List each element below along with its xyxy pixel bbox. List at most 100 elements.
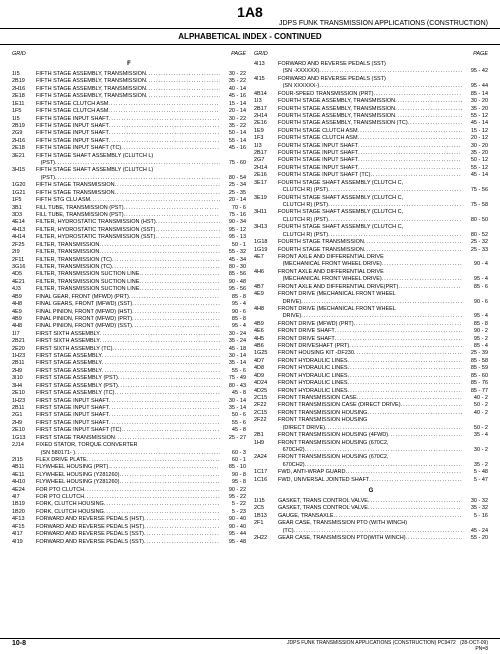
page-number-top: 1A8: [0, 0, 500, 20]
index-entry: 1G18FOURTH STAGE TRANSMISSION25 - 32: [254, 239, 488, 246]
index-entry: (SN XXXXXX-)95 - 44: [254, 83, 488, 90]
index-entry: CLUTCH R) (PST)80 - 50: [254, 217, 488, 224]
index-entry: 2B21FIRST SIXTH ASSEMBLY35 - 24: [12, 338, 246, 345]
index-entry: 670CH2)35 - 2: [254, 462, 488, 469]
index-entry: 4D7FRONT HYDRAULIC LINES85 - 58: [254, 358, 488, 365]
index-entry: 4B7FRONT AXLE AND DIFFERENTIAL DRIVE(PRT…: [254, 284, 488, 291]
index-entry: 3B1FILL TUBE, TRANSMISSION (PST)70 - 6: [12, 205, 246, 212]
index-entry: 2G9FIFTH STAGE INPUT SHAFT50 - 14: [12, 130, 246, 137]
index-entry: 4D24FRONT HYDRAULIC LINES85 - 76: [254, 380, 488, 387]
index-entry: 2H14FOURTH STAGE ASSEMBLY, TRANSMISSION5…: [254, 113, 488, 120]
index-entry: CLUTCH R) (PST)80 - 52: [254, 232, 488, 239]
index-entry: DRIVE)95 - 4: [254, 313, 488, 320]
index-entry: 4I13FORWARD AND REVERSE PEDALS (SST): [254, 61, 488, 68]
index-entry: 4H10FLYWHEEL HOUSING (Y281260)95 - 8: [12, 479, 246, 486]
col-head-left: GRID PAGE: [12, 51, 246, 57]
index-entry: (MECHANICAL FRONT WHEEL DRIVE)90 - 4: [254, 261, 488, 268]
index-entry: 2C5GASKET, TRANS CONTROL VALVE35 - 32: [254, 505, 488, 512]
index-entry: 1I5FIFTH STAGE ASSEMBLY, TRANSMISSION30 …: [12, 71, 246, 78]
index-entry: 4I7FOR PTO CLUTCH95 - 22: [12, 494, 246, 501]
index-entry: 4B14FOUR-SPEED TRANSMISSION (PRT)85 - 14: [254, 91, 488, 98]
index-entry: 4D9FRONT HYDRAULIC LINES85 - 60: [254, 373, 488, 380]
index-entry: 2B19FIFTH STAGE INPUT SHAFT35 - 22: [12, 123, 246, 130]
index-entry: 4E7FRONT AXLE AND DIFFERENTIAL DRIVE: [254, 254, 488, 261]
index-entry: (SN 580171- )60 - 3: [12, 450, 246, 457]
index-entry: 4I17FORWARD AND REVERSE PEDALS (SST)95 -…: [12, 531, 246, 538]
index-entry: (DIRECT DRIVE)50 - 2: [254, 425, 488, 432]
footer-info: JDPS FUNK TRANSMISSION APPLICATIONS (CON…: [287, 640, 488, 652]
index-entry: 1F3FOURTH STAGE CLUTCH ASM20 - 12: [254, 135, 488, 142]
index-entry: 4E9FRONT DRIVE (MECHANICAL FRONT WHEEL: [254, 291, 488, 298]
index-entry: 3E19FOURTH STAGE SHAFT ASSEMBLY (CLUTCH …: [254, 195, 488, 202]
index-entry: 3H13FOURTH STAGE SHAFT ASSEMBLY (CLUTCH …: [254, 224, 488, 231]
index-entry: 4F15FORWARD AND REVERSE PEDALS (HST)90 -…: [12, 524, 246, 531]
index-entry: 4B9FINAL PINION, FRONT (MFWD) (PRT)85 - …: [12, 316, 246, 323]
index-entry: 2I15FLEX DRIVE PLATE60 - 1: [12, 457, 246, 464]
index-entry: 1B19FORK, CLUTCH HOUSING5 - 22: [12, 501, 246, 508]
left-column: GRID PAGE F 1I5FIFTH STAGE ASSEMBLY, TRA…: [12, 51, 246, 546]
index-entry: 2H14FOURTH STAGE INPUT SHAFT55 - 12: [254, 165, 488, 172]
index-entry: 2E20FIRST SIXTH ASSEMBLY (TC)45 - 18: [12, 346, 246, 353]
index-entry: 3E17FOURTH STAGE SHAFT ASSEMBLY (CLUTCH …: [254, 180, 488, 187]
index-entry: 4B11FLYWHEEL HOUSING (PRT)85 - 10: [12, 464, 246, 471]
index-entry: 1B20FORK, CLUTCH HOUSING5 - 23: [12, 509, 246, 516]
index-entry: 4H8FINAL PINION, FRONT (MFWD) (SST)95 - …: [12, 323, 246, 330]
index-entry: 1H23FIRST STAGE ASSEMBLY30 - 14: [12, 353, 246, 360]
index-entry: 2H9FIRST STAGE INPUT SHAFT55 - 6: [12, 420, 246, 427]
footer: 10-8 JDPS FUNK TRANSMISSION APPLICATIONS…: [0, 638, 500, 652]
index-entry: 4E6FRONT DRIVE SHAFT90 - 2: [254, 328, 488, 335]
index-entry: 2E16FOURTH STAGE ASSEMBLY, TRANSMISSION …: [254, 120, 488, 127]
index-entry: 2H22GEAR CASE, TRANSMISSION PTO(WITH WIN…: [254, 535, 488, 542]
index-entry: 4E14FILTER, HYDROSTATIC TRANSMISSION (HS…: [12, 219, 246, 226]
header-right: JDPS FUNK TRANSMISSION APPLICATIONS (CON…: [0, 20, 500, 29]
index-entry: 4H8FRONT DRIVE (MECHANICAL FRONT WHEEL: [254, 306, 488, 313]
index-entry: 2H9FIRST STAGE ASSEMBLY55 - 6: [12, 368, 246, 375]
index-entry: 4I15FORWARD AND REVERSE PEDALS (SST): [254, 76, 488, 83]
index-entry: 2H16FIFTH STAGE ASSEMBLY, TRANSMISSION40…: [12, 86, 246, 93]
index-entry: 2G1FIRST STAGE INPUT SHAFT50 - 6: [12, 412, 246, 419]
index-entry: 2J14FIXED STATOR, TORQUE CONVERTER: [12, 442, 246, 449]
index-entry: 4H13FILTER, HYDROSTATIC TRANSMISSION (SS…: [12, 227, 246, 234]
index-entry: 4J3FILTER, TRANSMISSION SUCTION LINE95 -…: [12, 286, 246, 293]
section-f: F: [12, 61, 246, 67]
index-entry: 4H6FRONT AXLE AND DIFFERENTIAL DRIVE: [254, 269, 488, 276]
index-entry: 4H5FRONT DRIVE SHAFT95 - 2: [254, 336, 488, 343]
index-entry: 4D5FILTER, TRANSMISSION SUCTION LINE85 -…: [12, 271, 246, 278]
index-entry: 4B9FINAL GEAR, FRONT (MFWD) (PRT)85 - 8: [12, 294, 246, 301]
index-entry: 4E21FILTER, TRANSMISSION SUCTION LINE90 …: [12, 279, 246, 286]
index-entry: 1I15GASKET, TRANS CONTROL VALVE30 - 32: [254, 498, 488, 505]
index-entry: 2C15FRONT TRANSMISSION CASE40 - 2: [254, 395, 488, 402]
right-column: GRID PAGE 4I13FORWARD AND REVERSE PEDALS…: [254, 51, 488, 546]
index-entry: 3E21FIFTH STAGE SHAFT ASSEMBLY (CLUTCH L…: [12, 153, 246, 160]
index-entry: 1F5FIFTH STAGE CLUTCH ASM20 - 14: [12, 108, 246, 115]
index-entry: 1I3FOURTH STAGE INPUT SHAFT30 - 20: [254, 143, 488, 150]
index-entry: 4E24FOR PTO CLUTCH90 - 22: [12, 487, 246, 494]
index-entry: 4D8FRONT HYDRAULIC LINES85 - 59: [254, 365, 488, 372]
index-entry: 4E9FINAL PINION, FRONT (MFWD) (HST)90 - …: [12, 309, 246, 316]
index-entry: 2B19FIFTH STAGE ASSEMBLY, TRANSMISSION35…: [12, 78, 246, 85]
index-entry: 2E10FIRST STAGE ASSEMBLY (TC)45 - 8: [12, 390, 246, 397]
index-entry: 1G21FIFTH STAGE TRANSMISSION25 - 35: [12, 190, 246, 197]
index-entry: 2H16FIFTH STAGE INPUT SHAFT55 - 14: [12, 138, 246, 145]
index-entry: 2C15FRONT TRANSMISSION HOUSING40 - 2: [254, 410, 488, 417]
index-entry: CLUTCH R) (PST)75 - 56: [254, 187, 488, 194]
index-entry: 670CH2)30 - 2: [254, 447, 488, 454]
index-entry: 1E11FIFTH STAGE CLUTCH ASM15 - 14: [12, 101, 246, 108]
index-entry: 1G13FIRST STAGE TRANSMISSION25 - 27: [12, 435, 246, 442]
subheader: ALPHABETICAL INDEX - CONTINUED: [0, 29, 500, 45]
index-entry: DRIVE)90 - 6: [254, 299, 488, 306]
col-head-right: GRID PAGE: [254, 51, 488, 57]
index-entry: 2B17FOURTH STAGE INPUT SHAFT35 - 20: [254, 150, 488, 157]
index-entry: 1G20FIFTH STAGE TRANSMISSION25 - 34: [12, 182, 246, 189]
index-entry: 1I3FOURTH STAGE ASSEMBLY, TRANSMISSION30…: [254, 98, 488, 105]
index-entry: (TC)45 - 24: [254, 528, 488, 535]
index-entry: 1H23FIRST STAGE INPUT SHAFT30 - 14: [12, 398, 246, 405]
index-entry: 1G19FOURTH STAGE TRANSMISSION25 - 33: [254, 247, 488, 254]
index-entry: 1E9FOURTH STAGE CLUTCH ASM15 - 12: [254, 128, 488, 135]
index-columns: GRID PAGE F 1I5FIFTH STAGE ASSEMBLY, TRA…: [0, 45, 500, 546]
index-entry: 4I19FORWARD AND REVERSE PEDALS (SST)95 -…: [12, 539, 246, 546]
index-entry: 4H14FILTER, HYDROSTATIC TRANSMISSION (SS…: [12, 234, 246, 241]
index-entry: 4F13FORWARD AND REVERSE PEDALS (HST)90 -…: [12, 516, 246, 523]
index-entry: 2F22FRONT TRANSMISSION CASE (DIRECT DRIV…: [254, 402, 488, 409]
index-entry: 4B6FRONT DRIVESHAFT (PRT)85 - 4: [254, 343, 488, 350]
